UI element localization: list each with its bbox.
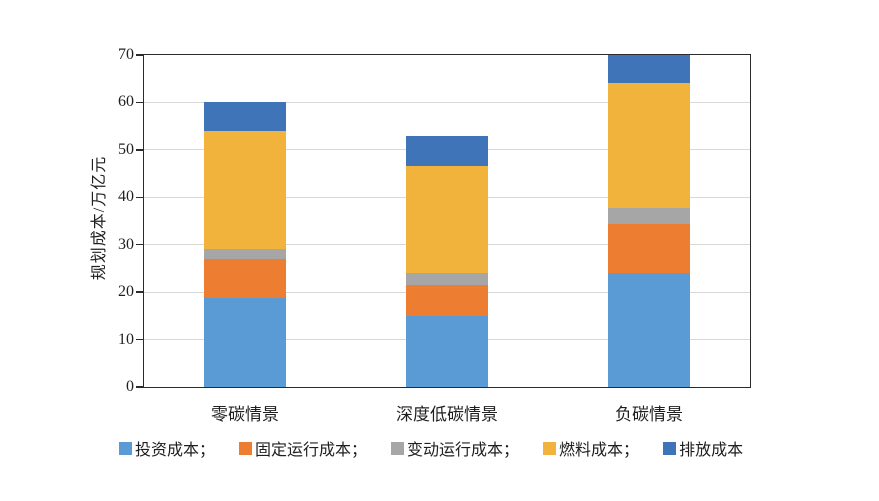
y-tick-label: 30 [118,235,134,253]
legend-swatch [663,441,677,455]
legend-swatch [239,441,253,455]
bar-segment-变动运行成本 [406,273,488,285]
legend-item-固定运行成本: 固定运行成本； [239,436,367,460]
legend-swatch [543,441,557,455]
y-tick-label: 20 [118,283,134,301]
y-tick-label: 40 [118,188,134,206]
bar-segment-燃料成本 [204,130,286,250]
legend-label: 燃料成本； [559,442,640,459]
bar-segment-投资成本 [406,315,488,387]
bar-segment-固定运行成本 [406,285,488,316]
bar-2 [406,55,488,387]
y-tick-mark [135,101,143,104]
bar-segment-变动运行成本 [204,249,286,259]
y-tick-mark [135,243,143,246]
y-tick-mark [135,338,143,341]
plot-area: 0 10 20 30 40 50 60 70 零碳情景 深度低碳情景 负碳情景 [118,47,751,424]
y-tick-mark [135,386,143,388]
legend-item-投资成本: 投资成本； [119,436,215,460]
bar-segment-排放成本 [608,55,690,84]
bar-segment-燃料成本 [608,83,690,208]
legend-item-变动运行成本: 变动运行成本； [391,436,519,460]
y-tick-label: 10 [118,330,134,348]
legend-label: 固定运行成本； [255,442,368,459]
bar-segment-排放成本 [204,102,286,131]
bar-segment-排放成本 [406,135,488,167]
y-axis-title: 规划成本/万亿元 [91,155,108,281]
legend-swatch [391,441,405,455]
bar-segment-投资成本 [204,298,286,387]
legend-label: 投资成本； [135,442,216,459]
x-axis-label: 零碳情景 [211,405,279,424]
legend-label: 排放成本 [679,442,744,459]
y-tick-mark [135,291,143,293]
legend-item-排放成本: 排放成本 [663,436,743,460]
x-axis-label: 深度低碳情景 [396,405,498,424]
x-axis-label: 负碳情景 [615,405,683,424]
y-tick-label: 50 [118,140,134,158]
y-tick-mark [135,149,143,151]
y-tick-label: 60 [118,93,134,111]
bar-segment-变动运行成本 [608,207,690,224]
chart-legend: 投资成本； 固定运行成本； 变动运行成本； 燃料成本； 排放成本 [119,436,743,460]
bar-1 [204,55,286,387]
bar-segment-投资成本 [608,273,690,387]
legend-item-燃料成本: 燃料成本； [543,436,639,460]
bar-segment-固定运行成本 [608,223,690,274]
y-tick-label: 70 [118,46,134,63]
y-tick-label: 0 [126,378,134,395]
y-tick-mark [135,54,143,56]
bar-segment-固定运行成本 [204,258,286,299]
gridline [144,101,750,103]
legend-swatch [119,441,132,455]
legend-label: 变动运行成本； [407,442,520,459]
bar-3 [608,55,690,387]
y-tick-mark [135,196,143,199]
bar-segment-燃料成本 [406,166,488,274]
